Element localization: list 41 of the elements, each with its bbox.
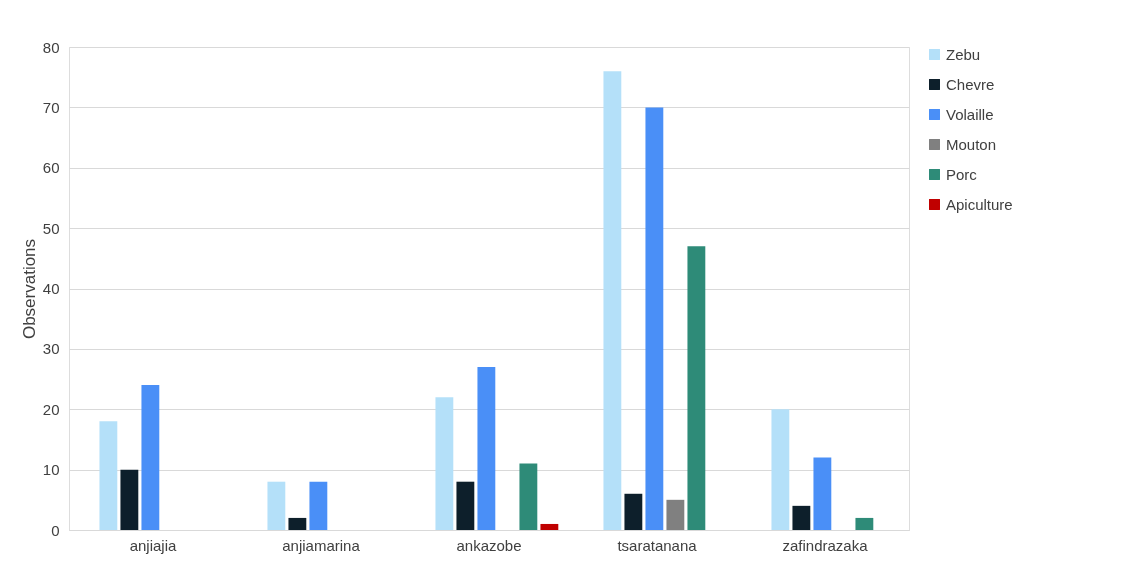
bar [855,517,874,530]
x-tick-label: zafindrazaka [782,536,869,554]
bar [456,481,475,530]
bar [309,481,328,530]
y-tick-label: 30 [42,340,60,358]
bar [120,469,139,530]
y-tick-label: 60 [42,159,60,177]
legend-label: Porc [946,165,978,183]
legend-label: Apiculture [946,195,1013,213]
bar [603,71,622,530]
legend-label: Mouton [946,135,997,153]
bar [645,107,664,530]
bar [687,246,706,530]
bar [792,505,811,530]
bar [435,397,454,530]
bar [519,463,538,530]
y-tick-label: 0 [51,521,60,539]
x-tick-label: ankazobe [456,536,522,554]
x-tick-label: anjiamarina [282,536,361,554]
bar [813,457,832,530]
legend-label: Zebu [946,45,981,63]
y-tick-label: 50 [42,219,60,237]
bar [540,523,559,530]
bar [624,493,643,530]
bar [666,499,685,530]
bar [477,366,496,530]
bar [267,481,286,530]
y-tick-label: 80 [42,38,60,56]
bar [771,409,790,530]
legend-label: Chevre [946,75,995,93]
y-tick-label: 20 [42,400,60,418]
legend-label: Volaille [946,105,994,123]
y-tick-label: 10 [42,461,60,479]
bar [141,385,160,530]
x-tick-label: anjiajia [129,536,178,554]
bar [288,517,307,530]
y-axis-title: Observations [19,238,39,340]
y-tick-label: 40 [42,280,60,297]
x-tick-label: tsaratanana [617,536,698,554]
y-tick-label: 70 [42,98,60,116]
bar [99,421,118,530]
